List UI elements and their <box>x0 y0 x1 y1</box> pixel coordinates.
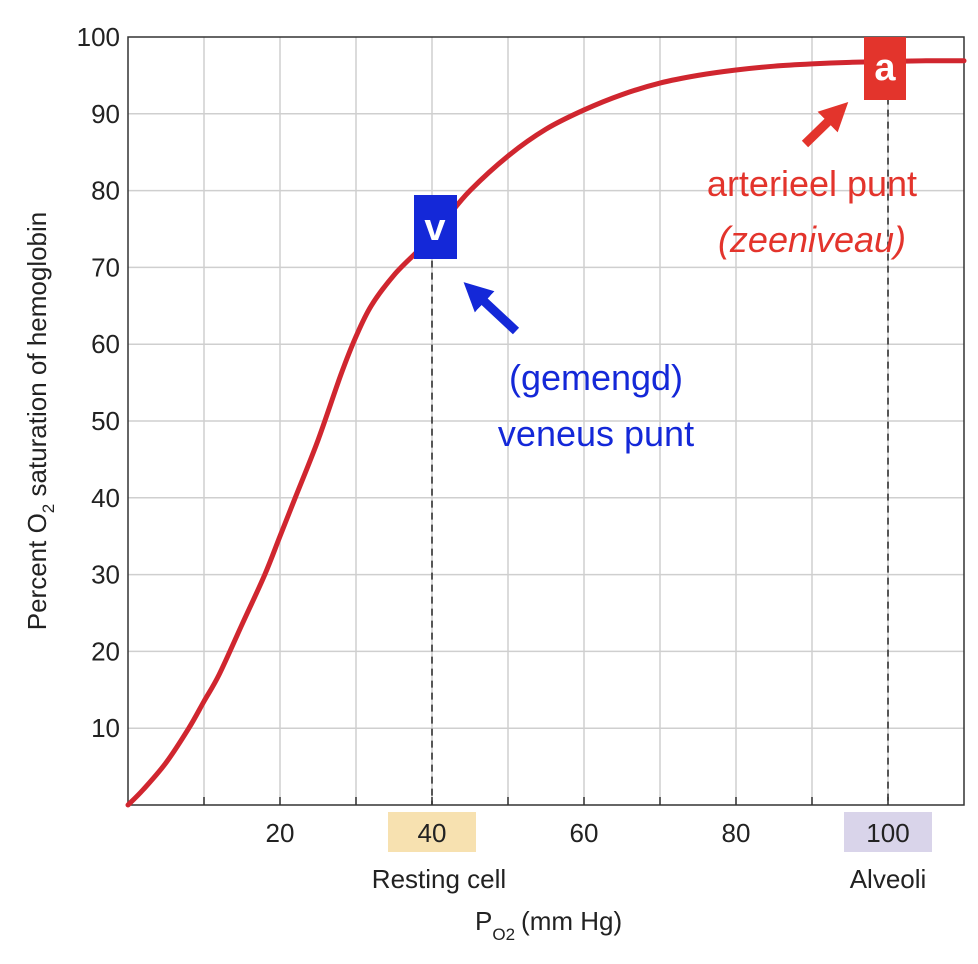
y-tick-label-100: 100 <box>77 22 120 52</box>
plot-frame <box>127 36 965 806</box>
arterial-label-line1: arterieel punt <box>707 163 917 204</box>
y-tick-label-10: 10 <box>91 713 120 743</box>
y-tick-label-90: 90 <box>91 99 120 129</box>
y-tick-label-80: 80 <box>91 176 120 206</box>
arterial-badge <box>864 37 906 100</box>
x-tick-highlight-100 <box>844 812 932 852</box>
x-tick-label-80: 80 <box>722 818 751 848</box>
y-tick-label-30: 30 <box>91 560 120 590</box>
y-tick-label-20: 20 <box>91 636 120 666</box>
y-tick-labels: 10 20 30 40 50 60 70 80 90 100 <box>77 22 120 743</box>
arterial-label-line2: (zeeniveau) <box>718 219 906 260</box>
reference-lines <box>431 61 889 805</box>
venous-badge-label: v <box>424 207 445 249</box>
arterial-arrow <box>801 101 849 148</box>
y-tick-label-70: 70 <box>91 252 120 282</box>
x-tick-caption-40: Resting cell <box>372 864 506 894</box>
venous-annotation: v (gemengd) veneus punt <box>414 195 694 454</box>
y-tick-label-50: 50 <box>91 406 120 436</box>
y-tick-label-40: 40 <box>91 483 120 513</box>
x-tick-label-100: 100 <box>866 818 909 848</box>
x-tick-label-40: 40 <box>418 818 447 848</box>
x-axis-title: PO2 (mm Hg) <box>475 906 622 944</box>
x-tick-label-60: 60 <box>570 818 599 848</box>
venous-label-line2: veneus punt <box>498 413 694 454</box>
arterial-annotation: a arterieel punt (zeeniveau) <box>707 37 917 260</box>
y-tick-label-60: 60 <box>91 329 120 359</box>
y-axis-title: Percent O2 saturation of hemoglobin <box>22 212 58 631</box>
arterial-badge-label: a <box>874 47 896 89</box>
x-tick-labels: 20 40 Resting cell 60 80 100 Alveoli <box>266 818 927 894</box>
tick-highlights <box>388 812 932 852</box>
venous-arrow <box>463 282 520 335</box>
x-tick-highlight-40 <box>388 812 476 852</box>
grid <box>128 37 964 805</box>
x-tick-label-20: 20 <box>266 818 295 848</box>
venous-label-line1: (gemengd) <box>509 357 683 398</box>
x-tick-caption-100: Alveoli <box>850 864 927 894</box>
venous-badge <box>414 195 457 259</box>
